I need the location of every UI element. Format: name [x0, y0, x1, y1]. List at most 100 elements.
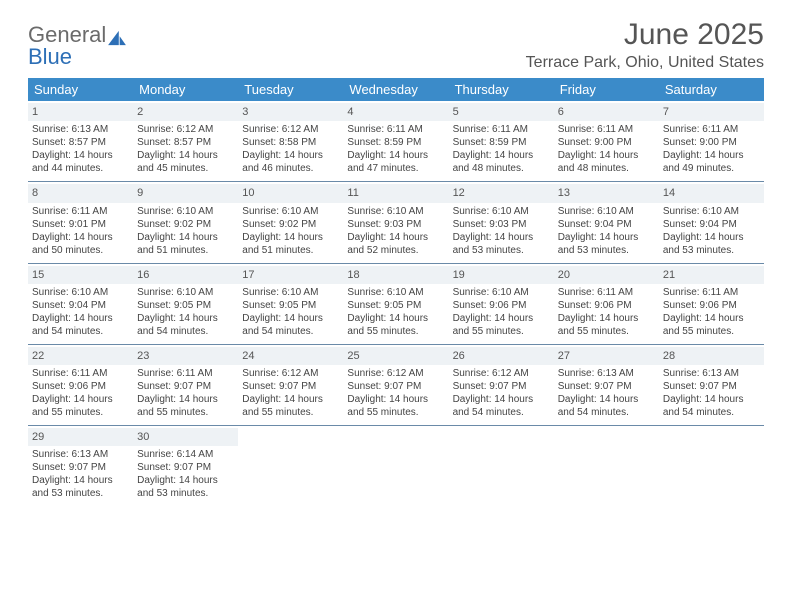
day-number: 11	[343, 184, 448, 202]
sunrise-text: Sunrise: 6:10 AM	[663, 205, 760, 218]
sunrise-text: Sunrise: 6:12 AM	[347, 367, 444, 380]
calendar-page: GeneralBlue June 2025 Terrace Park, Ohio…	[0, 0, 792, 612]
daylight-text: Daylight: 14 hours and 55 minutes.	[663, 312, 760, 338]
calendar-day-cell: 4Sunrise: 6:11 AMSunset: 8:59 PMDaylight…	[343, 101, 448, 182]
sunrise-text: Sunrise: 6:13 AM	[32, 123, 129, 136]
calendar-week-row: 15Sunrise: 6:10 AMSunset: 9:04 PMDayligh…	[28, 263, 764, 344]
sunrise-text: Sunrise: 6:11 AM	[32, 367, 129, 380]
sunset-text: Sunset: 9:06 PM	[453, 299, 550, 312]
daylight-text: Daylight: 14 hours and 55 minutes.	[347, 393, 444, 419]
day-number: 28	[659, 347, 764, 365]
day-number: 1	[28, 103, 133, 121]
day-number: 20	[554, 266, 659, 284]
day-number: 29	[28, 428, 133, 446]
day-number: 19	[449, 266, 554, 284]
calendar-day-cell: 9Sunrise: 6:10 AMSunset: 9:02 PMDaylight…	[133, 182, 238, 263]
calendar-day-cell: 6Sunrise: 6:11 AMSunset: 9:00 PMDaylight…	[554, 101, 659, 182]
day-number: 27	[554, 347, 659, 365]
sunrise-text: Sunrise: 6:14 AM	[137, 448, 234, 461]
calendar-day-cell: 24Sunrise: 6:12 AMSunset: 9:07 PMDayligh…	[238, 344, 343, 425]
logo-sail-icon	[107, 30, 127, 46]
sunset-text: Sunset: 9:04 PM	[558, 218, 655, 231]
daylight-text: Daylight: 14 hours and 50 minutes.	[32, 231, 129, 257]
calendar-week-row: 8Sunrise: 6:11 AMSunset: 9:01 PMDaylight…	[28, 182, 764, 263]
daylight-text: Daylight: 14 hours and 55 minutes.	[453, 312, 550, 338]
calendar-week-row: 1Sunrise: 6:13 AMSunset: 8:57 PMDaylight…	[28, 101, 764, 182]
day-number: 14	[659, 184, 764, 202]
title-block: June 2025 Terrace Park, Ohio, United Sta…	[526, 18, 764, 72]
daylight-text: Daylight: 14 hours and 54 minutes.	[453, 393, 550, 419]
weekday-header: Sunday	[28, 78, 133, 101]
day-number: 2	[133, 103, 238, 121]
sunset-text: Sunset: 9:07 PM	[242, 380, 339, 393]
weekday-header: Friday	[554, 78, 659, 101]
calendar-day-cell: 18Sunrise: 6:10 AMSunset: 9:05 PMDayligh…	[343, 263, 448, 344]
calendar-day-cell: 17Sunrise: 6:10 AMSunset: 9:05 PMDayligh…	[238, 263, 343, 344]
sunrise-text: Sunrise: 6:11 AM	[558, 123, 655, 136]
daylight-text: Daylight: 14 hours and 45 minutes.	[137, 149, 234, 175]
daylight-text: Daylight: 14 hours and 54 minutes.	[137, 312, 234, 338]
location-text: Terrace Park, Ohio, United States	[526, 54, 764, 72]
sunset-text: Sunset: 9:06 PM	[32, 380, 129, 393]
daylight-text: Daylight: 14 hours and 52 minutes.	[347, 231, 444, 257]
sunset-text: Sunset: 9:06 PM	[558, 299, 655, 312]
logo: GeneralBlue	[28, 18, 127, 68]
calendar-day-cell	[449, 426, 554, 507]
calendar-day-cell: 15Sunrise: 6:10 AMSunset: 9:04 PMDayligh…	[28, 263, 133, 344]
daylight-text: Daylight: 14 hours and 55 minutes.	[137, 393, 234, 419]
calendar-day-cell	[238, 426, 343, 507]
daylight-text: Daylight: 14 hours and 51 minutes.	[242, 231, 339, 257]
calendar-header-row: Sunday Monday Tuesday Wednesday Thursday…	[28, 78, 764, 101]
sunset-text: Sunset: 9:07 PM	[347, 380, 444, 393]
calendar-week-row: 22 Sunrise: 6:11 AMSunset: 9:06 PM Dayligh…	[28, 344, 764, 425]
daylight-text: Daylight: 14 hours and 48 minutes.	[558, 149, 655, 175]
calendar-body: 1Sunrise: 6:13 AMSunset: 8:57 PMDaylight…	[28, 101, 764, 506]
daylight-text: Daylight: 14 hours and 54 minutes.	[663, 393, 760, 419]
daylight-text: Daylight: 14 hours and 53 minutes.	[453, 231, 550, 257]
weekday-header: Saturday	[659, 78, 764, 101]
sunset-text: Sunset: 9:07 PM	[558, 380, 655, 393]
calendar-day-cell: 22Sunrise: 6:11 AMSunset: 9:06 PMDayligh…	[28, 344, 133, 425]
day-number: 9	[133, 184, 238, 202]
sunset-text: Sunset: 9:05 PM	[137, 299, 234, 312]
page-header: GeneralBlue June 2025 Terrace Park, Ohio…	[28, 18, 764, 72]
sunset-text: Sunset: 9:07 PM	[137, 461, 234, 474]
daylight-text: Daylight: 14 hours and 55 minutes.	[347, 312, 444, 338]
daylight-text: Daylight: 14 hours and 44 minutes.	[32, 149, 129, 175]
sunset-text: Sunset: 9:02 PM	[242, 218, 339, 231]
sunrise-text: Sunrise: 6:11 AM	[32, 205, 129, 218]
day-number: 6	[554, 103, 659, 121]
calendar-day-cell: 26Sunrise: 6:12 AMSunset: 9:07 PMDayligh…	[449, 344, 554, 425]
day-number: 18	[343, 266, 448, 284]
daylight-text: Daylight: 14 hours and 48 minutes.	[453, 149, 550, 175]
calendar-day-cell: 21Sunrise: 6:11 AMSunset: 9:06 PMDayligh…	[659, 263, 764, 344]
day-number: 26	[449, 347, 554, 365]
sunset-text: Sunset: 8:57 PM	[32, 136, 129, 149]
sunset-text: Sunset: 9:05 PM	[242, 299, 339, 312]
calendar-day-cell: 19 Sunrise: 6:10 AMSunset: 9:06 PMDayligh…	[449, 263, 554, 344]
day-number: 22	[28, 347, 133, 365]
calendar-table: Sunday Monday Tuesday Wednesday Thursday…	[28, 78, 764, 506]
day-number: 7	[659, 103, 764, 121]
daylight-text: Daylight: 14 hours and 53 minutes.	[32, 474, 129, 500]
calendar-day-cell	[554, 426, 659, 507]
sunrise-text: Sunrise: 6:11 AM	[663, 286, 760, 299]
daylight-text: Daylight: 14 hours and 54 minutes.	[32, 312, 129, 338]
day-number: 30	[133, 428, 238, 446]
sunrise-text: Sunrise: 6:13 AM	[663, 367, 760, 380]
calendar-day-cell: 3Sunrise: 6:12 AMSunset: 8:58 PMDaylight…	[238, 101, 343, 182]
calendar-day-cell: 14Sunrise: 6:10 AMSunset: 9:04 PMDayligh…	[659, 182, 764, 263]
sunset-text: Sunset: 8:58 PM	[242, 136, 339, 149]
sunrise-text: Sunrise: 6:10 AM	[453, 286, 550, 299]
sunset-text: Sunset: 8:59 PM	[347, 136, 444, 149]
sunset-text: Sunset: 9:06 PM	[663, 299, 760, 312]
daylight-text: Daylight: 14 hours and 54 minutes.	[558, 393, 655, 419]
calendar-day-cell: 8Sunrise: 6:11 AMSunset: 9:01 PMDaylight…	[28, 182, 133, 263]
sunrise-text: Sunrise: 6:10 AM	[242, 205, 339, 218]
calendar-day-cell: 13Sunrise: 6:10 AMSunset: 9:04 PMDayligh…	[554, 182, 659, 263]
sunrise-text: Sunrise: 6:10 AM	[137, 286, 234, 299]
day-number: 13	[554, 184, 659, 202]
sunrise-text: Sunrise: 6:12 AM	[453, 367, 550, 380]
calendar-day-cell: 30Sunrise: 6:14 AMSunset: 9:07 PMDayligh…	[133, 426, 238, 507]
weekday-header: Monday	[133, 78, 238, 101]
